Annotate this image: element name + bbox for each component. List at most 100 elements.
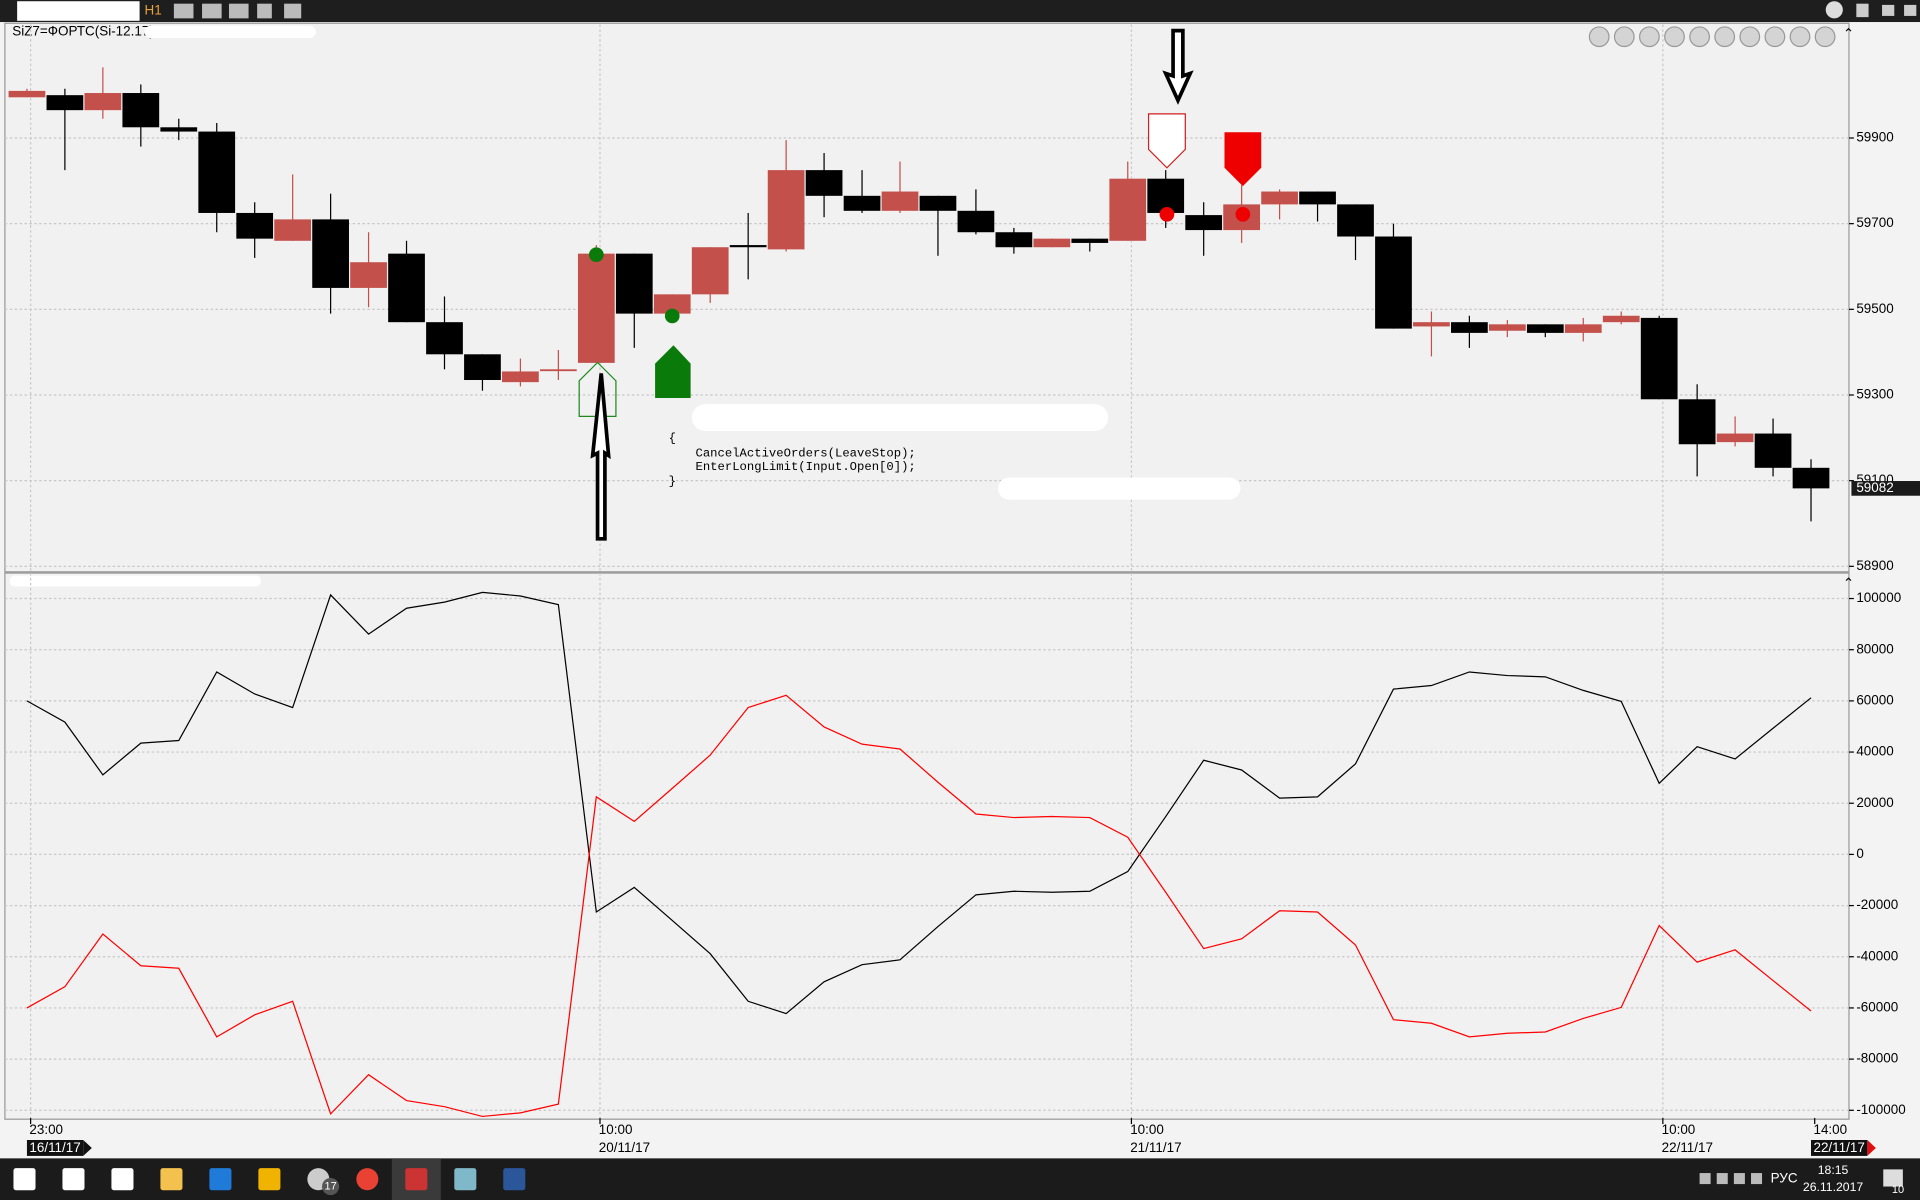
collapse[interactable]: ⌃ (1843, 576, 1854, 591)
sell-signal (1147, 113, 1186, 169)
taskbar-icon[interactable] (209, 1168, 232, 1191)
candle-body (1413, 322, 1450, 327)
window-button[interactable] (1825, 1, 1843, 19)
candle-body (1488, 324, 1526, 331)
nav-button[interactable] (1613, 26, 1635, 48)
timeframe[interactable]: H1 (144, 3, 161, 18)
indicator-panel (4, 572, 1850, 1120)
taskbar-icon[interactable] (62, 1168, 85, 1191)
clock-time[interactable]: 18:15 (1818, 1163, 1849, 1177)
window-button[interactable] (1856, 3, 1869, 18)
candle-body (615, 253, 653, 314)
redacted (997, 477, 1241, 500)
x-tick-label: 10:00 (1130, 1122, 1164, 1137)
tray-icon[interactable] (1699, 1173, 1711, 1185)
signals (578, 28, 1262, 541)
tool-icon[interactable] (228, 3, 249, 19)
candle-body (1792, 467, 1830, 489)
taskbar-icon[interactable] (160, 1168, 183, 1191)
nav-button[interactable] (1814, 26, 1836, 48)
nav-button[interactable] (1739, 26, 1761, 48)
candle-body (1033, 238, 1071, 248)
y-tick-label: 59300 (1856, 387, 1893, 402)
candle-body (881, 191, 919, 211)
candle-body (1451, 322, 1488, 333)
redacted (144, 25, 316, 38)
candle-body (274, 219, 312, 241)
taskbar-icons: 17 10 (13, 1158, 1904, 1200)
language[interactable]: РУС (1771, 1171, 1798, 1186)
redacted (17, 1, 140, 21)
badge-count: 17 (324, 1180, 336, 1192)
tray-icon[interactable] (1751, 1173, 1763, 1185)
nav-button[interactable] (1638, 26, 1660, 48)
code-annotation: { CancelActiveOrders(LeaveStop); EnterLo… (669, 432, 916, 489)
nav-button[interactable] (1664, 26, 1685, 48)
nav-button[interactable] (1588, 26, 1610, 48)
marks: 59082 (8, 67, 1920, 1118)
date-label: 16/11/17 (29, 1140, 80, 1155)
candle-body (1375, 236, 1412, 329)
last-price-box (1851, 481, 1920, 496)
date-label: 21/11/17 (1130, 1140, 1181, 1155)
taskbar-icon[interactable] (258, 1168, 281, 1191)
candle-body (919, 195, 957, 211)
window-button[interactable] (1904, 4, 1917, 16)
candle-body (312, 219, 349, 288)
date-label: 22/11/17 (1813, 1140, 1864, 1155)
y-tick-label: 60000 (1856, 692, 1893, 707)
y-tick-label: 40000 (1856, 744, 1893, 759)
nav-button[interactable] (1764, 26, 1786, 48)
y-tick-label: -60000 (1856, 999, 1898, 1014)
tray-icon[interactable] (1716, 1173, 1728, 1185)
nav-button[interactable] (1789, 26, 1811, 48)
tool-icon[interactable] (202, 3, 222, 19)
candle-body (729, 245, 767, 248)
candle-body (464, 354, 501, 381)
tool-icon[interactable] (257, 3, 272, 19)
collapse[interactable]: ⌃ (1843, 26, 1854, 41)
buy-signal (578, 361, 617, 417)
taskbar-icon[interactable] (111, 1168, 134, 1191)
code-line: CancelActiveOrders(LeaveStop); (696, 446, 916, 460)
taskbar-icon[interactable] (503, 1168, 526, 1191)
x-tick-label: 23:00 (29, 1122, 63, 1137)
nav-button[interactable] (1689, 26, 1710, 48)
buy-signal (655, 345, 691, 398)
candle-body (1640, 317, 1678, 400)
candle-body (8, 90, 46, 98)
candle-body (1526, 324, 1564, 333)
redacted (691, 404, 1109, 432)
y-tick-label: 20000 (1856, 795, 1893, 810)
taskbar-icon[interactable] (454, 1168, 477, 1191)
notification-icon[interactable] (1883, 1169, 1903, 1187)
x-tick-label: 14:00 (1813, 1122, 1847, 1137)
candle-body (502, 371, 539, 383)
candle-body (198, 131, 236, 213)
nav-button[interactable] (1714, 26, 1736, 48)
candle-body (691, 247, 729, 295)
y-tick-label: -40000 (1856, 948, 1898, 963)
tool-icon[interactable] (173, 3, 194, 19)
candle-body (350, 262, 387, 288)
candle-body (653, 294, 691, 314)
candle-body (1109, 178, 1147, 241)
toolbar (0, 0, 1920, 23)
date-arrow (1867, 1140, 1876, 1156)
arrow (590, 373, 611, 541)
tool-icon[interactable] (284, 3, 302, 19)
price-panel (4, 22, 1850, 573)
taskbar-icon[interactable] (13, 1168, 36, 1191)
date-label: 20/11/17 (599, 1140, 650, 1155)
tray-icon[interactable] (1733, 1173, 1745, 1185)
candle-body (236, 212, 274, 239)
candle-body (160, 127, 198, 132)
taskbar-icon[interactable] (405, 1168, 428, 1191)
taskbar-icon[interactable] (356, 1168, 379, 1191)
y-tick-label: 0 (1856, 846, 1863, 861)
y-tick-label: -20000 (1856, 897, 1898, 912)
clock-date[interactable]: 26.11.2017 (1803, 1180, 1864, 1194)
window-button[interactable] (1882, 4, 1895, 16)
candle-body (1071, 238, 1109, 243)
